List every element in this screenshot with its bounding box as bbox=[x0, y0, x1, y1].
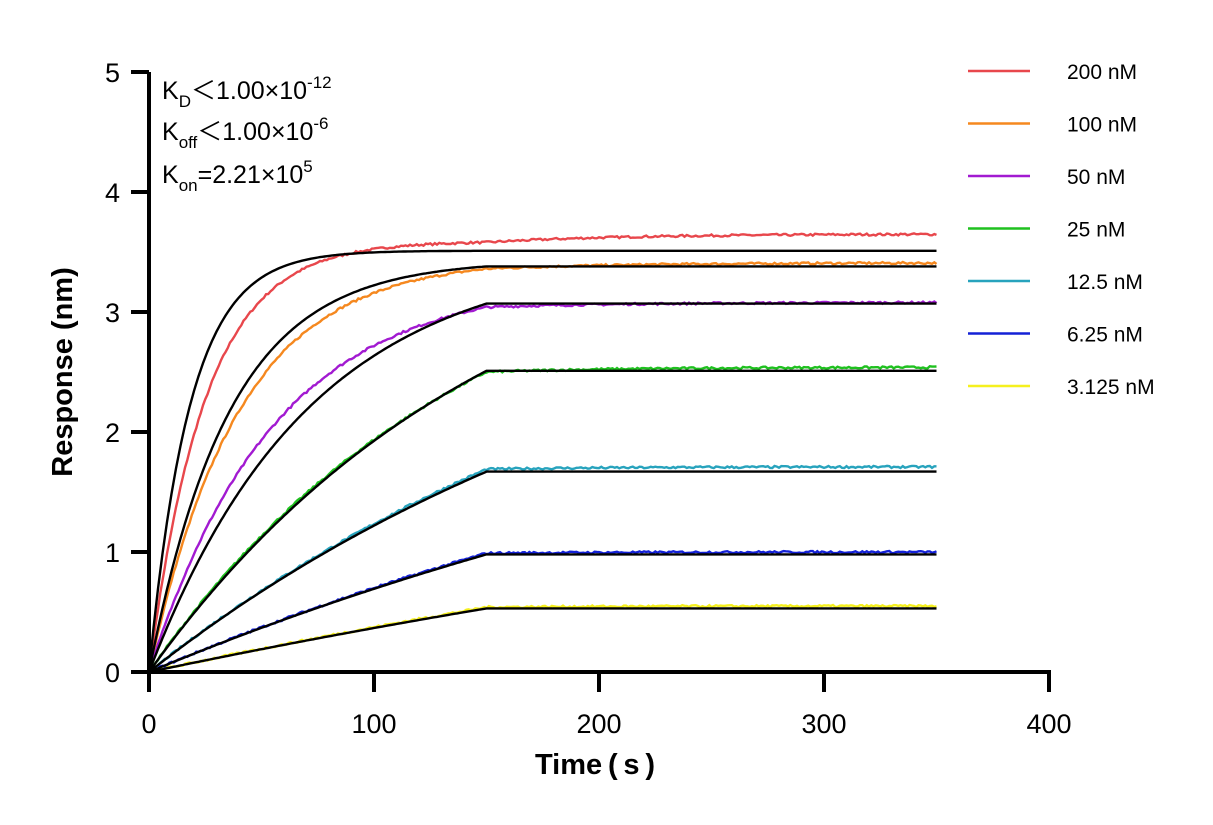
y-tick-label: 1 bbox=[105, 538, 120, 568]
x-tick-label: 300 bbox=[801, 709, 846, 739]
legend-label-3: 25 nM bbox=[1067, 219, 1125, 242]
y-tick-label: 3 bbox=[105, 298, 120, 328]
x-tick-label: 100 bbox=[351, 709, 396, 739]
y-axis-title: Response (nm) bbox=[47, 267, 79, 476]
legend-label-0: 200 nM bbox=[1067, 61, 1137, 84]
fit-curve-4 bbox=[148, 470, 937, 673]
y-tick-label: 0 bbox=[105, 658, 120, 688]
fit-curve-6 bbox=[148, 607, 937, 674]
x-tick-label: 400 bbox=[1026, 709, 1071, 739]
legend-label-5: 6.25 nM bbox=[1067, 324, 1143, 347]
legend-label-4: 12.5 nM bbox=[1067, 271, 1143, 294]
kinetics-annotations: KD＜1.00×10-12 Koff＜1.00×10-6 Kon=2.21×10… bbox=[162, 73, 332, 195]
fit-curve-3 bbox=[148, 369, 937, 673]
koff-annotation: Koff＜1.00×10-6 bbox=[162, 114, 328, 152]
x-tick-label: 200 bbox=[576, 709, 621, 739]
x-tick-label: 0 bbox=[141, 709, 156, 739]
legend: 200 nM 100 nM 50 nM 25 nM 12.5 nM 6.25 nM 3.12… bbox=[968, 61, 1155, 399]
measured-curve-6 bbox=[148, 603, 937, 674]
legend-label-2: 50 nM bbox=[1067, 166, 1125, 189]
kd-annotation: KD＜1.00×10-12 bbox=[162, 73, 332, 111]
x-axis-title: Time ( s ) bbox=[535, 749, 655, 781]
legend-label-1: 100 nM bbox=[1067, 114, 1137, 137]
measured-curve-2 bbox=[147, 300, 938, 673]
kon-annotation: Kon=2.21×105 bbox=[162, 157, 313, 195]
legend-label-6: 3.125 nM bbox=[1067, 376, 1155, 399]
axes-layer: 0 1 2 3 4 5 0 100 200 300 400 bbox=[105, 58, 1072, 739]
series-layer bbox=[147, 232, 938, 674]
fit-curve-1 bbox=[147, 265, 937, 673]
y-tick-label: 4 bbox=[105, 178, 120, 208]
y-tick-label: 5 bbox=[105, 58, 120, 88]
measured-curve-0 bbox=[147, 232, 937, 673]
fit-curve-2 bbox=[147, 302, 937, 673]
y-tick-label: 2 bbox=[105, 418, 120, 448]
measured-curve-5 bbox=[148, 549, 937, 674]
fit-curve-5 bbox=[148, 553, 937, 674]
measured-curve-4 bbox=[148, 464, 937, 673]
fit-curve-0 bbox=[147, 249, 937, 673]
